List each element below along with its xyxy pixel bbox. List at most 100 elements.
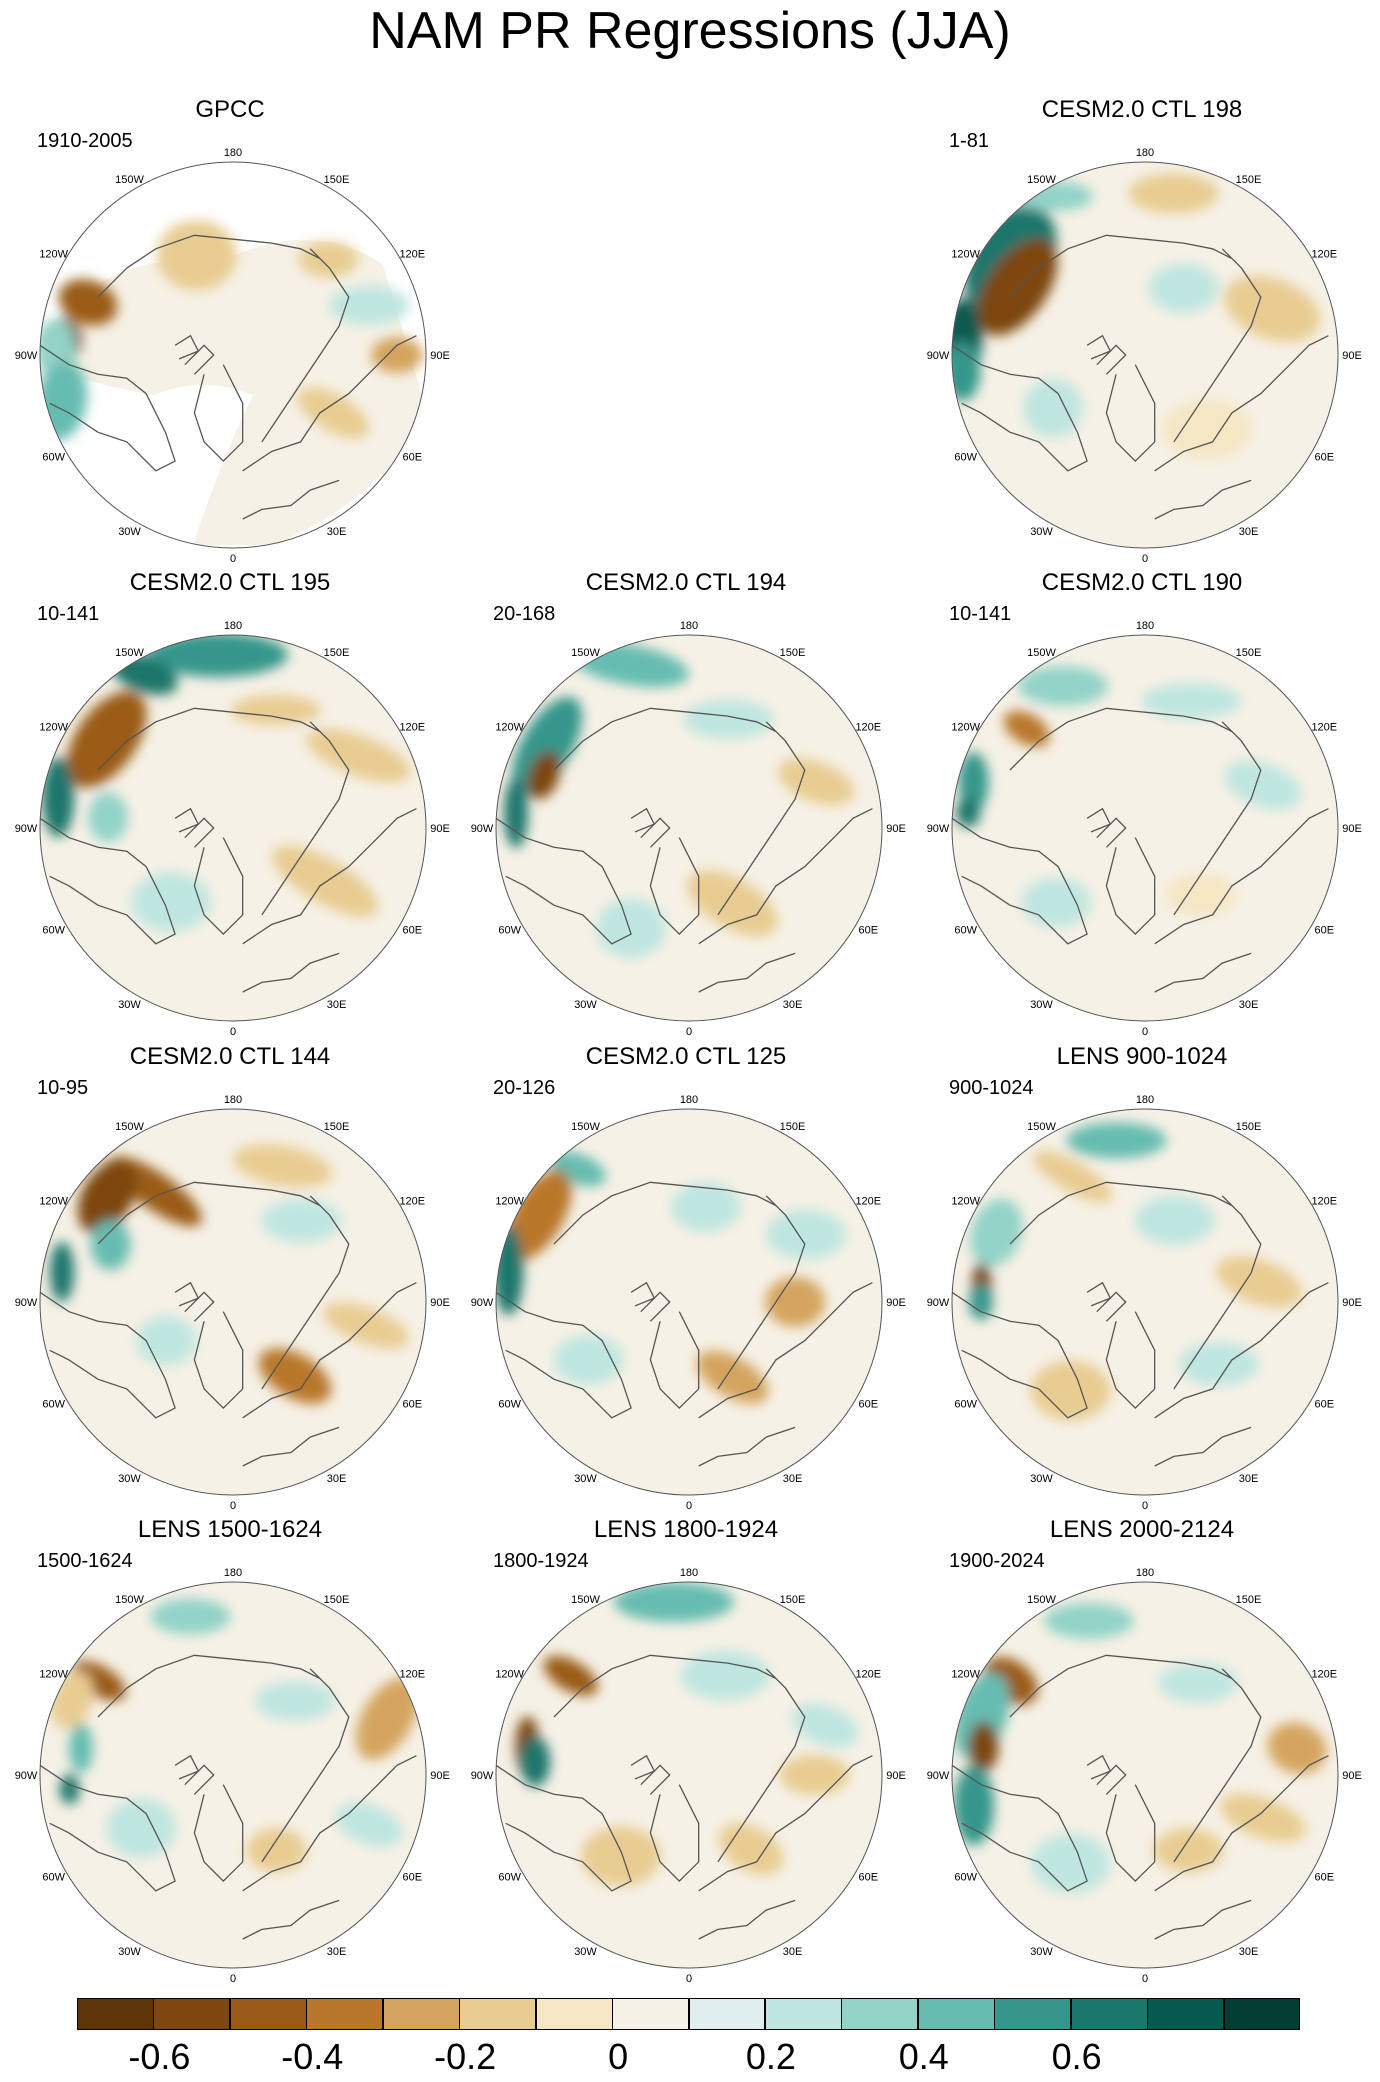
map-background: [952, 1582, 1338, 1968]
colorbar-tick-label: 0: [608, 2036, 629, 2077]
panel-years: 1500-1624: [37, 1550, 133, 1572]
longitude-label: 30E: [783, 999, 803, 1011]
colorbar-swatch: [1223, 1998, 1301, 2030]
anomaly-blob: [765, 1277, 826, 1327]
anomaly-blob: [670, 1181, 741, 1232]
anomaly-blob: [1030, 1360, 1111, 1421]
coastline: [640, 1291, 671, 1322]
longitude-label: 0: [686, 1500, 692, 1512]
map-panel: LENS 2000-2124 180 150E 120E 90E 60E 30E 0 30W 60…: [912, 1515, 1372, 1985]
coastline: [1105, 837, 1156, 936]
longitude-label: 90W: [927, 1297, 950, 1309]
coastline: [553, 1654, 777, 1718]
longitude-label: 0: [230, 1026, 236, 1038]
coastline: [193, 1784, 244, 1883]
longitude-label: 180: [1136, 147, 1154, 159]
coastline: [630, 807, 656, 833]
coastline: [184, 1291, 215, 1322]
anomaly-blob: [233, 1144, 332, 1188]
anomaly-blob: [553, 1334, 624, 1385]
anomaly-blob: [246, 1828, 307, 1873]
longitude-label: 60E: [859, 1872, 879, 1884]
longitude-label: 120W: [495, 1669, 524, 1681]
longitude-label: 150W: [115, 174, 144, 186]
longitude-label: 180: [224, 1567, 242, 1579]
panel-title: LENS 900-1024: [1056, 1043, 1228, 1070]
anomaly-blob: [371, 337, 424, 373]
coastline: [1154, 479, 1252, 520]
coastline: [553, 1181, 777, 1245]
longitude-label: 60E: [1315, 925, 1335, 937]
colorbar-tick-label: 0.4: [898, 2036, 949, 2077]
anomaly-blob: [1023, 378, 1084, 439]
panel-title: LENS 1800-1924: [593, 1516, 779, 1543]
figure-title: NAM PR Regressions (JJA): [369, 2, 1011, 60]
longitude-label: 60W: [954, 1399, 977, 1411]
colorbar-swatch: [764, 1998, 842, 2030]
coastline: [40, 1764, 176, 1892]
coastline: [1154, 952, 1252, 993]
longitude-label: 150E: [780, 1121, 806, 1133]
anomaly-blob: [261, 1198, 342, 1243]
coastline: [193, 837, 244, 936]
panel-title: CESM2.0 CTL 190: [1041, 569, 1243, 596]
anomaly-blob: [1148, 263, 1219, 314]
colorbar-swatch: [535, 1998, 613, 2030]
longitude-label: 30W: [574, 1473, 597, 1485]
longitude-label: 150E: [324, 1594, 350, 1606]
longitude-label: 90W: [15, 1770, 38, 1782]
longitude-label: 120E: [399, 722, 425, 734]
longitude-label: 60E: [403, 925, 423, 937]
coastline: [261, 248, 350, 443]
panel-years: 10-141: [949, 603, 1012, 625]
longitude-label: 90E: [430, 823, 450, 835]
longitude-label: 90E: [430, 1770, 450, 1782]
anomaly-blob: [1128, 173, 1219, 214]
longitude-label: 30E: [327, 999, 347, 1011]
polar-map: 180 150E 120E 90E 60E 30E 0 30W 60W 90W 120W 150W: [927, 1567, 1362, 1985]
anomaly-blob: [1066, 1122, 1167, 1159]
longitude-label: 30W: [118, 526, 141, 538]
anomaly-blob: [520, 1736, 551, 1787]
coastline: [242, 1755, 417, 1892]
polar-map: 180 150E 120E 90E 60E 30E 0 30W 60W 90W 120W 150W: [927, 147, 1362, 565]
coastline: [40, 344, 176, 472]
longitude-label: 120W: [39, 1669, 68, 1681]
longitude-label: 120E: [1311, 1196, 1337, 1208]
longitude-label: 120E: [855, 1196, 881, 1208]
coastline: [1009, 1181, 1233, 1245]
anomaly-blob: [680, 1650, 771, 1701]
panel-title: CESM2.0 CTL 194: [585, 569, 787, 596]
longitude-label: 90W: [927, 1770, 950, 1782]
anomaly-blob: [355, 1677, 419, 1760]
coastline: [184, 1764, 215, 1795]
coastline: [1096, 1291, 1127, 1322]
longitude-label: 120W: [39, 722, 68, 734]
anomaly-blob: [90, 1219, 131, 1270]
longitude-label: 90E: [886, 1770, 906, 1782]
longitude-label: 60E: [403, 1872, 423, 1884]
panel-years: 10-141: [37, 603, 100, 625]
panel-years: 1800-1924: [493, 1550, 589, 1572]
coastline: [1154, 1899, 1252, 1940]
colorbar-tick-label: -0.2: [434, 2036, 497, 2077]
longitude-label: 90W: [15, 823, 38, 835]
anomaly-blob: [779, 1755, 850, 1795]
coastline: [242, 335, 417, 472]
coastline: [97, 1181, 321, 1245]
longitude-label: 180: [224, 147, 242, 159]
panel-title: GPCC: [195, 96, 265, 123]
coastline: [649, 1311, 700, 1410]
longitude-label: 150W: [1027, 174, 1056, 186]
longitude-label: 120W: [39, 249, 68, 261]
longitude-label: 120E: [855, 1669, 881, 1681]
coastline: [698, 808, 873, 945]
colorbar-swatch: [612, 1998, 689, 2030]
colorbar-swatch: [688, 1998, 766, 2030]
longitude-label: 90E: [1342, 823, 1362, 835]
longitude-label: 0: [1142, 553, 1148, 565]
coastline: [1105, 1311, 1156, 1410]
coastline: [698, 1282, 873, 1419]
anomaly-blob: [766, 1209, 846, 1260]
longitude-label: 90W: [471, 1297, 494, 1309]
